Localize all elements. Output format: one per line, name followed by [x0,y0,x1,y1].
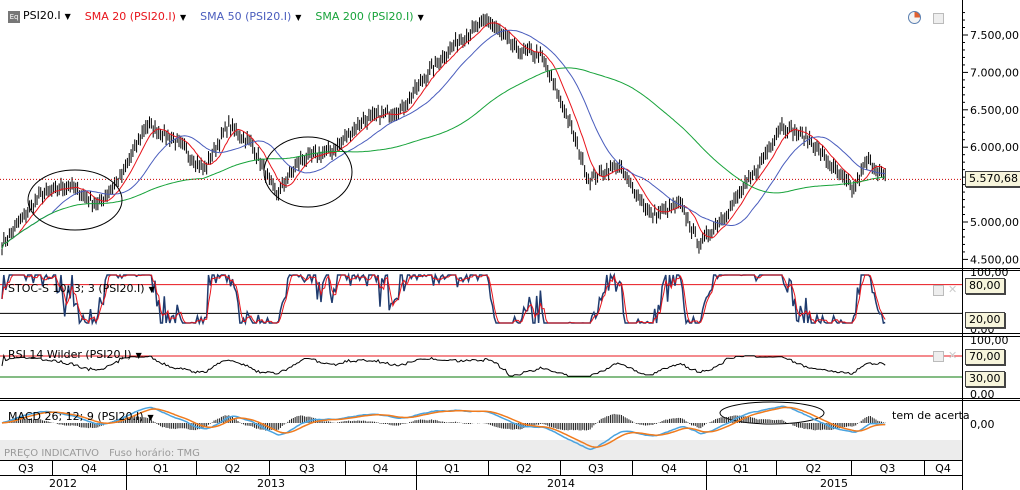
sma50-line [1,29,886,250]
rsi-panel-label[interactable]: RSI 14 Wilder (PSI20.I) ▼ [8,348,142,361]
stoch-low-tag: 20,00 [965,312,1005,328]
timezone-note: Fuso horário: TMG [109,448,200,459]
year-label: 2012 [49,477,77,490]
signal-line [1,406,886,448]
plot-background [0,0,962,460]
clock-icon[interactable] [908,11,921,24]
sma200-legend[interactable]: SMA 200 (PSI20.I) ▼ [315,10,423,23]
dropdown-caret-icon[interactable]: ▼ [64,12,71,21]
symbol-selector[interactable]: Eq PSI20.I ▼ [8,9,71,23]
chart-legend: Eq PSI20.I ▼ SMA 20 (PSI20.I) ▼ SMA 50 (PSI… [8,9,424,23]
sma20-legend[interactable]: SMA 20 (PSI20.I) ▼ [85,10,186,23]
dropdown-caret-icon[interactable]: ▼ [148,285,155,294]
quarter-label: Q3 [18,462,34,475]
price-axis-label: 4.500,00 [970,253,1019,266]
sma20-label: SMA 20 (PSI20.I) [84,9,176,23]
stoch-panel-label[interactable]: STOC-S 10; 3; 3 (PSI20.I) ▼ [8,282,155,295]
dropdown-caret-icon[interactable]: ▼ [135,351,142,360]
stoch-d-line [1,274,886,324]
indicator-axis-label: 100,00 [970,266,1009,279]
quarter-label: Q4 [373,462,389,475]
year-label: 2013 [257,477,285,490]
price-axis-label: 6.000,00 [970,141,1019,154]
quarter-label: Q3 [880,462,896,475]
stoch-high-tag: 80,00 [965,278,1005,294]
rsi-line [1,353,886,377]
dropdown-caret-icon[interactable]: ▼ [147,413,154,422]
quarter-label: Q3 [299,462,315,475]
quarter-label: Q4 [661,462,677,475]
macd-overlay-text: tem de acerta [892,409,970,422]
indicator-axis-label: 100,00 [970,334,1009,347]
indicator-axis-label: 0,00 [970,418,995,431]
equity-icon: Eq [8,11,20,23]
annotation-ellipse [27,169,123,231]
rsi-high-tag: 70,00 [965,349,1005,365]
price-axis-label: 5.000,00 [970,216,1019,229]
close-panel-icon[interactable]: ✕ [948,283,958,296]
rsi-label: RSI 14 Wilder (PSI20.I) [8,348,132,361]
sma200-label: SMA 200 (PSI20.I) [315,9,414,23]
last-price-tag: 5.570,68 [965,171,1020,187]
symbol-label: PSI20.I [23,9,61,22]
quarter-label: Q2 [225,462,241,475]
macd-label: MACD 26; 12; 9 (PSI20.I) [8,410,144,423]
quarter-label: Q1 [444,462,460,475]
annotation-ellipse [263,136,353,208]
dropdown-caret-icon[interactable]: ▼ [179,12,187,22]
sma50-legend[interactable]: SMA 50 (PSI20.I) ▼ [200,10,301,23]
price-axis-label: 7.000,00 [970,66,1019,79]
year-label: 2015 [820,477,848,490]
macd-panel-label[interactable]: MACD 26; 12; 9 (PSI20.I) ▼ [8,410,154,423]
dropdown-caret-icon[interactable]: ▼ [295,12,302,22]
rsi-low-tag: 30,00 [965,371,1005,387]
dropdown-caret-icon[interactable]: ▼ [417,12,424,22]
footer-band [0,440,962,460]
close-panel-icon[interactable]: ✕ [948,349,958,362]
footer-note: PREÇO INDICATIVO Fuso horário: TMG [4,448,210,459]
maximize-panel-icon[interactable] [933,285,944,296]
quarter-label: Q4 [935,462,951,475]
quarter-label: Q1 [733,462,749,475]
annotation-ellipse [719,401,825,425]
price-axis-label: 6.500,00 [970,104,1019,117]
year-label: 2014 [547,477,575,490]
price-note: PREÇO INDICATIVO [4,448,100,459]
sma200-line [1,67,886,250]
quarter-label: Q4 [81,462,97,475]
indicator-axis-label: 0,00 [970,388,995,401]
price-axis-label: 7.500,00 [970,29,1019,42]
stoch-label: STOC-S 10; 3; 3 (PSI20.I) [8,282,145,295]
sma50-label: SMA 50 (PSI20.I) [200,9,292,23]
quarter-label: Q1 [153,462,169,475]
quarter-label: Q3 [588,462,604,475]
sma20-line [1,22,886,250]
maximize-panel-icon[interactable] [933,13,944,24]
quarter-label: Q2 [516,462,532,475]
maximize-panel-icon[interactable] [933,351,944,362]
quarter-label: Q2 [806,462,822,475]
